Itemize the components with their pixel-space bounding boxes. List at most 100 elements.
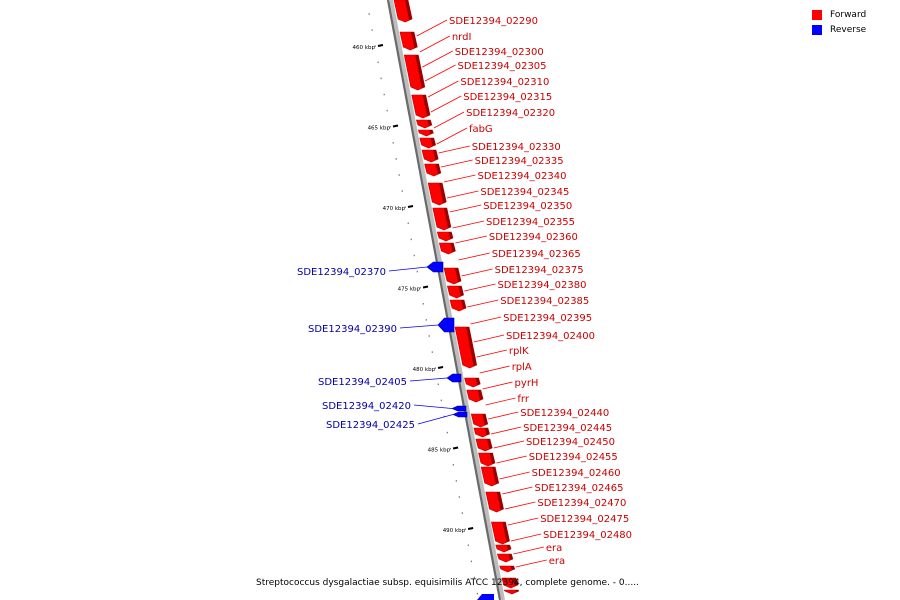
forward-gene-shade	[433, 150, 439, 160]
forward-gene-label: rplK	[509, 346, 529, 357]
forward-gene-shade	[439, 183, 447, 203]
forward-leader-line	[485, 397, 516, 406]
forward-gene-label: SDE12394_02360	[489, 232, 578, 243]
forward-gene-label: SDE12394_02455	[529, 452, 618, 463]
forward-gene-shade	[405, 0, 413, 20]
forward-leader-line	[441, 159, 473, 168]
forward-leader-line	[493, 440, 525, 449]
forward-gene-shade	[492, 467, 499, 484]
forward-gene-label: era	[549, 556, 565, 567]
genome-caption: Streptococcus dysgalactiae subsp. equisi…	[256, 578, 639, 588]
forward-gene-label: SDE12394_02320	[466, 108, 555, 119]
forward-leader-line	[452, 220, 485, 229]
reverse-gene-label: SDE12394_02420	[322, 401, 411, 412]
reverse-leader-line	[388, 266, 428, 272]
reverse-gene-arrow	[437, 317, 455, 333]
forward-gene-shade	[486, 439, 493, 449]
forward-leader-line	[416, 19, 448, 37]
reverse-gene-label: SDE12394_02425	[326, 420, 415, 431]
forward-gene-shade	[430, 138, 436, 146]
forward-gene-label: SDE12394_02380	[497, 280, 586, 291]
forward-leader-line	[467, 299, 499, 308]
forward-gene-label: SDE12394_02445	[523, 423, 612, 434]
reverse-gene-arrow	[426, 261, 444, 273]
reverse-leader-line	[413, 404, 453, 409]
forward-leader-line	[461, 268, 493, 277]
axis-shadow	[389, 0, 505, 600]
forward-gene-shade	[512, 578, 518, 586]
reverse-gene-arrow	[452, 411, 468, 418]
forward-leader-line	[479, 365, 510, 374]
forward-leader-line	[510, 533, 542, 542]
forward-gene-shade	[508, 554, 513, 560]
forward-gene-label: SDE12394_02300	[455, 47, 544, 58]
forward-gene-shade	[458, 286, 464, 296]
forward-gene-shade	[484, 428, 490, 435]
scale-ticks: 460 kbp 465 kbp 470 kbp 475 kbp 480 kbp 485 k…	[353, 13, 478, 595]
tick-label: 470 kbp	[383, 206, 406, 212]
forward-leader-line	[430, 95, 462, 113]
reverse-leader-line	[417, 414, 454, 425]
major-tick	[392, 124, 399, 128]
forward-gene-shade	[502, 522, 510, 542]
forward-gene-label: SDE12394_02365	[492, 249, 581, 260]
forward-gene-label: SDE12394_02480	[543, 530, 632, 541]
tick-label: 460 kbp	[353, 45, 376, 51]
forward-gene-shade	[477, 390, 484, 400]
reverse-gene-label: SDE12394_02405	[318, 377, 407, 388]
forward-leader-line	[515, 559, 547, 568]
reverse-genes: SDE12394_02370 SDE12394_02390 SDE12394_024…	[297, 261, 494, 600]
forward-gene-shade	[475, 378, 481, 385]
forward-leader-line	[424, 64, 456, 82]
forward-gene-label: fabG	[469, 124, 493, 135]
forward-gene-label: rplA	[512, 362, 532, 373]
forward-gene-shade	[427, 120, 432, 126]
forward-gene-shade	[448, 232, 453, 239]
legend-forward-label: Forward	[830, 10, 867, 20]
forward-leader-line	[513, 546, 544, 555]
major-tick	[437, 366, 444, 369]
forward-gene-shade	[435, 164, 441, 174]
tick-label: 480 kbp	[413, 367, 436, 373]
forward-gene-label: nrdI	[452, 32, 472, 43]
forward-leader-line	[464, 283, 496, 292]
tick-label: 485 kbp	[428, 448, 451, 454]
reverse-leader-line	[409, 377, 448, 382]
forward-gene-shade	[422, 95, 431, 116]
forward-gene-label: SDE12394_02400	[506, 331, 595, 342]
forward-gene-shade	[450, 243, 456, 252]
forward-gene-label: era	[546, 543, 562, 554]
forward-gene-label: SDE12394_02315	[463, 92, 552, 103]
forward-gene-label: SDE12394_02465	[535, 483, 624, 494]
forward-leader-line	[488, 411, 519, 420]
legend: Forward Reverse	[800, 0, 900, 50]
forward-gene-shade	[482, 414, 488, 425]
forward-genes: SDE12394_02290 nrdI SDE12394_02300 SDE12394…	[393, 0, 632, 595]
forward-leader-line	[449, 204, 482, 213]
forward-gene-label: SDE12394_02475	[540, 514, 629, 525]
forward-leader-line	[419, 35, 451, 53]
forward-leader-line	[476, 349, 507, 358]
forward-gene-shade	[489, 453, 495, 464]
forward-leader-line	[438, 145, 470, 154]
genome-axis	[386, 0, 505, 600]
forward-gene-shade	[410, 32, 418, 48]
forward-gene-label: SDE12394_02440	[520, 408, 609, 419]
forward-leader-line	[470, 316, 502, 325]
forward-gene-label: SDE12394_02460	[532, 468, 621, 479]
forward-gene-label: SDE12394_02340	[478, 171, 567, 182]
forward-gene-shade	[506, 545, 512, 550]
axis-line	[386, 0, 502, 600]
forward-gene-label: SDE12394_02310	[460, 77, 549, 88]
forward-gene-label: SDE12394_02290	[449, 16, 538, 27]
forward-gene-shade	[466, 327, 477, 366]
forward-leader-line	[496, 455, 527, 464]
forward-gene-shade	[429, 130, 434, 134]
tick-label: 475 kbp	[398, 287, 421, 293]
legend-reverse-label: Reverse	[830, 25, 867, 35]
reverse-gene-arrow	[446, 373, 462, 383]
forward-leader-line	[473, 334, 505, 343]
forward-gene-shade	[496, 492, 504, 510]
reverse-swatch	[812, 25, 822, 35]
